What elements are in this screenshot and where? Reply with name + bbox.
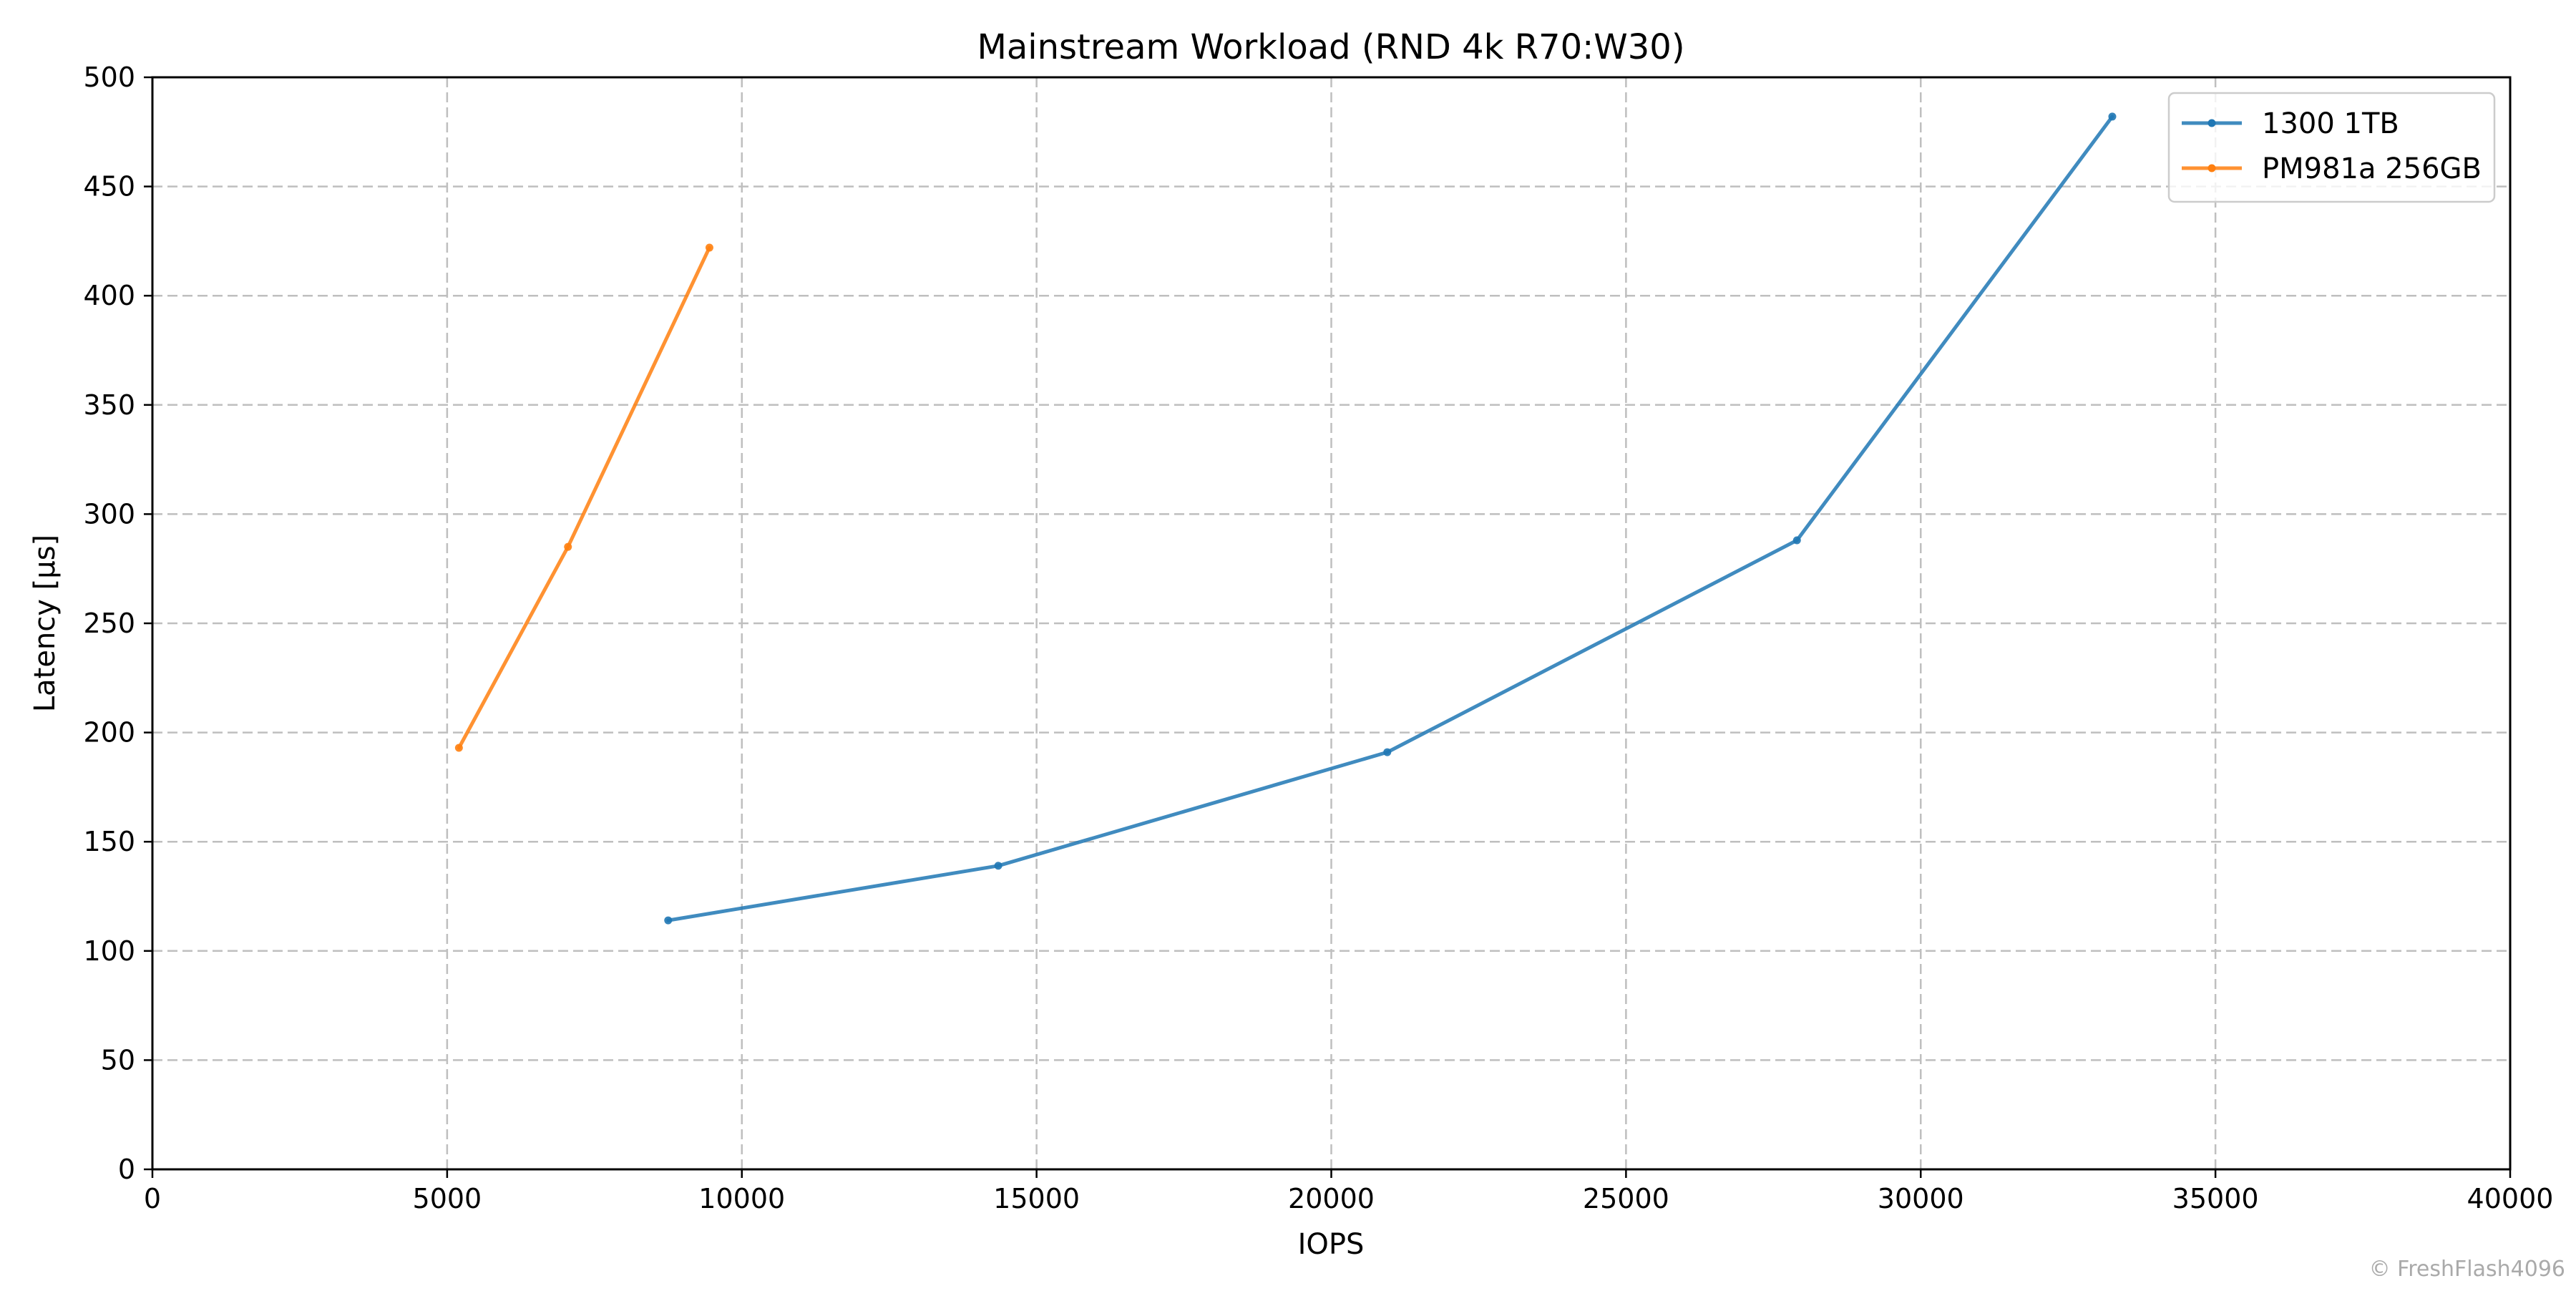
legend-box <box>2167 92 2496 203</box>
data-point <box>994 862 1002 870</box>
x-tick-label: 0 <box>144 1183 161 1214</box>
y-axis-label: Latency [µs] <box>29 535 62 712</box>
x-tick-label: 10000 <box>698 1183 785 1214</box>
x-tick-label: 15000 <box>993 1183 1080 1214</box>
series-0 <box>664 112 2117 925</box>
data-point <box>564 542 572 551</box>
data-point <box>1792 536 1801 545</box>
series-1 <box>454 243 713 752</box>
x-tick-label: 25000 <box>1583 1183 1669 1214</box>
legend-marker <box>2207 164 2216 172</box>
watermark: © FreshFlash4096 <box>2369 1257 2565 1282</box>
legend: 1300 1TB PM981a 256GB <box>2167 92 2496 203</box>
y-tick-label: 200 <box>83 717 135 749</box>
data-point <box>664 916 673 925</box>
y-tick-label: 150 <box>83 826 135 857</box>
chart-title: Mainstream Workload (RND 4k R70:W30) <box>977 27 1684 67</box>
y-tick-label: 50 <box>101 1044 135 1076</box>
y-tick-label: 0 <box>118 1154 135 1185</box>
x-axis-label: IOPS <box>1298 1228 1365 1261</box>
y-tick-label: 300 <box>83 498 135 530</box>
grid-layer <box>152 77 2510 1169</box>
x-tick-label: 20000 <box>1288 1183 1375 1214</box>
y-tick-label: 400 <box>83 280 135 311</box>
x-tick-label: 35000 <box>2172 1183 2259 1214</box>
x-tick-label: 40000 <box>2467 1183 2554 1214</box>
x-tick-label: 5000 <box>413 1183 482 1214</box>
data-point <box>454 744 463 752</box>
tick-layer: 0 5000 10000 15000 20000 25000 30000 35000 40000… <box>83 62 2553 1214</box>
data-point <box>2108 112 2117 121</box>
y-tick-label: 100 <box>83 935 135 967</box>
y-tick-label: 350 <box>83 389 135 421</box>
legend-marker <box>2207 119 2216 127</box>
legend-label: PM981a 256GB <box>2262 152 2482 185</box>
series-layer <box>454 112 2117 925</box>
data-point <box>1383 748 1392 756</box>
y-tick-label: 250 <box>83 608 135 639</box>
data-point <box>705 243 713 252</box>
y-tick-label: 450 <box>83 171 135 203</box>
legend-label: 1300 1TB <box>2262 107 2399 140</box>
y-tick-label: 500 <box>83 62 135 93</box>
x-tick-label: 30000 <box>1878 1183 1964 1214</box>
